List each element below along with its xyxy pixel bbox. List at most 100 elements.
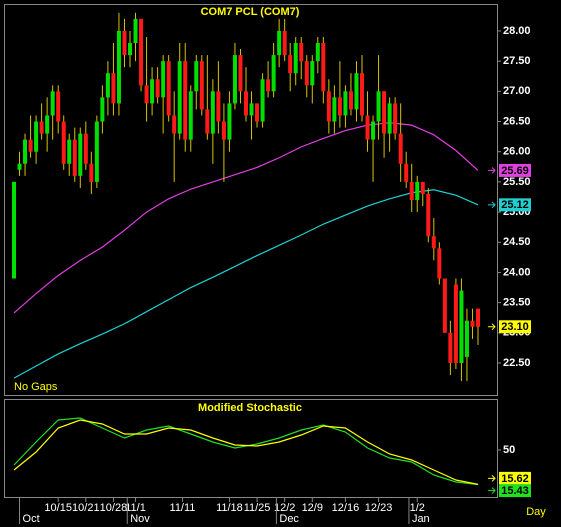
- candle-body: [221, 121, 226, 140]
- candle-body: [72, 139, 77, 176]
- stochastic-label-box: [499, 484, 531, 498]
- candle-body: [244, 91, 248, 116]
- candle-body: [12, 181, 16, 279]
- candle-body: [437, 248, 442, 279]
- candle-body: [111, 73, 116, 104]
- note: No Gaps: [14, 381, 58, 393]
- x-tick-label: 12/23: [365, 502, 393, 514]
- y-tick-label: 22.50: [503, 357, 531, 369]
- y-tick-label: 28.00: [503, 25, 531, 37]
- candle-body: [105, 73, 110, 98]
- candle-body: [83, 133, 88, 164]
- price-label: 23.10: [501, 321, 529, 333]
- candle-body: [205, 109, 210, 134]
- ma-label: 25.69: [501, 165, 529, 177]
- candle-body: [78, 133, 83, 176]
- candle-body: [288, 55, 293, 74]
- month-label: Oct: [23, 513, 40, 525]
- candle-body: [393, 103, 398, 134]
- candle-body: [420, 181, 425, 194]
- candle-body: [199, 61, 204, 110]
- candle-body: [404, 163, 409, 182]
- candle-body: [365, 115, 370, 140]
- candle-body: [216, 91, 221, 122]
- candle-body: [387, 103, 392, 134]
- x-tick-label: 11/1: [125, 502, 146, 514]
- label-arrow: [488, 201, 496, 209]
- candle-body: [249, 103, 254, 116]
- candle-body: [128, 43, 132, 56]
- label-arrow: [488, 487, 496, 494]
- y-tick-label: 27.00: [503, 85, 531, 97]
- stochastic-panel: [4, 399, 498, 498]
- chart-title: COM7 PCL (COM7): [201, 6, 300, 18]
- candle-body: [238, 55, 243, 92]
- candle-body: [260, 79, 265, 122]
- candle-body: [293, 43, 298, 74]
- candle-body: [360, 73, 364, 116]
- candle-body: [227, 103, 232, 140]
- y-tick-label: 26.50: [503, 115, 531, 127]
- candle-body: [161, 61, 166, 98]
- candle-body: [188, 91, 193, 140]
- stochastic-label: 15.43: [501, 485, 529, 497]
- y-tick-label: 50: [503, 444, 515, 456]
- price-label-box: [499, 320, 531, 334]
- candle-body: [442, 278, 447, 333]
- candle-body: [133, 18, 138, 44]
- candle-body: [332, 97, 337, 122]
- y-tick-label: 25.50: [503, 176, 531, 188]
- candle-body: [315, 43, 320, 62]
- candle-body: [459, 290, 464, 364]
- candle-body: [431, 236, 436, 249]
- month-label: Dec: [279, 513, 299, 525]
- moving-average: [13, 189, 479, 379]
- candle-body: [166, 61, 171, 116]
- candle-body: [116, 30, 121, 104]
- candle-body: [321, 43, 326, 92]
- candle-body: [371, 121, 376, 140]
- ma-label: 25.12: [501, 199, 529, 211]
- candle-body: [232, 55, 237, 104]
- candle-body: [50, 91, 55, 116]
- candle-body: [382, 91, 387, 134]
- candle-body: [177, 61, 182, 134]
- candle-body: [67, 139, 72, 164]
- candle-body: [271, 55, 276, 92]
- candle-body: [277, 30, 282, 56]
- candle-body: [470, 320, 475, 327]
- candle-body: [415, 181, 420, 200]
- candle-body: [94, 121, 99, 182]
- candle-body: [343, 91, 348, 116]
- candle-body: [255, 103, 260, 122]
- candle-body: [39, 121, 44, 134]
- candle-body: [266, 79, 271, 92]
- candle-body: [453, 284, 458, 364]
- stochastic-label-box: [499, 471, 531, 485]
- x-unit: Day: [526, 506, 546, 518]
- month-label: Nov: [130, 513, 150, 525]
- month-label: Jan: [412, 513, 430, 525]
- x-tick-label: 10/15: [44, 502, 72, 514]
- candle-body: [155, 79, 160, 98]
- candle-body: [17, 163, 22, 170]
- x-tick-label: 10/21: [72, 502, 100, 514]
- candle-body: [183, 61, 188, 140]
- candle-body: [448, 332, 453, 364]
- stochastic-line: [13, 419, 479, 485]
- x-tick-label: 12/9: [302, 502, 323, 514]
- candle-body: [122, 30, 127, 56]
- x-tick-label: 11/11: [170, 502, 196, 514]
- candle-body: [376, 91, 381, 122]
- candle-body: [409, 181, 414, 200]
- candle-body: [61, 121, 66, 164]
- x-tick-label: 12/16: [332, 502, 360, 514]
- candle-body: [476, 308, 480, 327]
- candle-body: [172, 115, 177, 134]
- x-tick-label: 11/18: [216, 502, 243, 514]
- stochastic-label: 15.62: [501, 473, 529, 485]
- candle-body: [139, 18, 144, 86]
- price-panel: [4, 4, 498, 396]
